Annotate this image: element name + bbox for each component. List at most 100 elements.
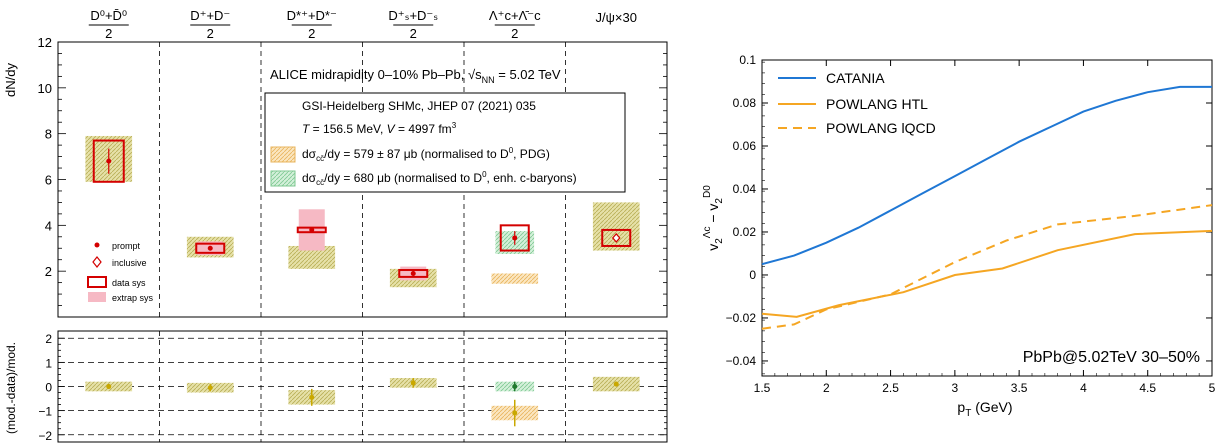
- ratio-marker: [613, 381, 619, 387]
- v2-legend: CATANIA POWLANG HTL POWLANG lQCD: [778, 70, 936, 136]
- v2-y-tick-label: 0: [749, 268, 756, 282]
- category-label-bottom: 2: [105, 26, 112, 41]
- v2-x-tick-label: 1.5: [754, 381, 771, 395]
- y-tick-label: 12: [38, 35, 52, 50]
- ratio-y-label: (mod.-data)/mod.: [4, 342, 18, 434]
- category-label-bottom: 2: [207, 26, 214, 41]
- y-tick-label: 8: [45, 127, 52, 142]
- v2-x-tick-label: 3.5: [1011, 381, 1028, 395]
- band-pdg-label: dσcc̄/dy = 579 ± 87 μb (normalised to D0…: [302, 146, 550, 163]
- data-sys-box: [499, 224, 530, 252]
- ratio-y-tick-label: −2: [38, 429, 52, 443]
- data-legend: prompt inclusive data sys extrap sys: [87, 241, 154, 303]
- v2-x-tick-label: 4.5: [1139, 381, 1156, 395]
- y-tick-label: 2: [45, 264, 52, 279]
- ratio-gridlines: [58, 331, 667, 442]
- data-sys-box: [398, 269, 429, 278]
- ratio-y-tick-label: 1: [45, 356, 52, 370]
- legend-inclusive-label: inclusive: [112, 258, 147, 268]
- ratio-marker: [106, 384, 112, 389]
- model-band-pdg: [288, 245, 336, 269]
- model-band-pdg: [491, 273, 539, 284]
- model-parameters: T = 156.5 MeV, V = 4997 fm3: [302, 121, 457, 136]
- prompt-marker: [309, 227, 315, 233]
- legend-data-sys-marker: [87, 276, 107, 288]
- ratio-marker-cbaryons: [512, 384, 518, 389]
- v2-x-tick-label: 2.5: [882, 381, 899, 395]
- v2-x-tick-label: 3: [952, 381, 959, 395]
- category-label-top: D⁺ₛ+D⁻ₛ: [388, 8, 438, 23]
- ratio-points: [85, 376, 640, 427]
- category-label-top: D⁰+D̄⁰: [90, 8, 127, 23]
- legend-powlang-htl-label: POWLANG HTL: [826, 96, 928, 112]
- data-sys-box: [92, 139, 125, 183]
- v2-annotation: PbPb@5.02TeV 30–50%: [1023, 349, 1200, 366]
- v2-y-tick-label: 0.08: [733, 96, 757, 110]
- prompt-marker: [512, 235, 518, 241]
- v2-series-line: [761, 85, 1212, 266]
- ratio-y-tick-label: 0: [45, 381, 52, 395]
- legend-inclusive-marker: [92, 256, 102, 268]
- legend-data-sys-label: data sys: [112, 278, 146, 288]
- v2-series: [761, 85, 1213, 330]
- ratio-marker: [512, 410, 518, 416]
- category-label-bottom: 2: [410, 26, 417, 41]
- legend-extrap-sys-label: extrap sys: [112, 293, 154, 303]
- ratio-marker: [309, 394, 315, 400]
- y-tick-label: 6: [45, 173, 52, 188]
- category-label-top: Λ⁺c+Λ̄⁻c: [489, 8, 541, 23]
- data-sys-box: [195, 242, 226, 254]
- v2-y-tick-label: −0.04: [726, 354, 757, 368]
- legend-band-pdg: [270, 146, 296, 163]
- ratio-marker: [207, 385, 213, 391]
- data-sys-box: [601, 228, 632, 247]
- y-tick-label: 10: [38, 81, 52, 96]
- main-y-label: dN/dy: [3, 63, 18, 97]
- category-label-bottom: 2: [511, 26, 518, 41]
- v2-x-tick-label: 4: [1080, 381, 1087, 395]
- v2-x-tick-label: 5: [1209, 381, 1216, 395]
- legend-extrap-sys-marker: [88, 292, 106, 302]
- ratio-marker: [410, 380, 416, 386]
- v2-x-label: pT (GeV): [957, 399, 1012, 419]
- ratio-y-axis: −2 −1 0 1 2: [38, 332, 667, 443]
- legend-prompt-marker: [94, 242, 100, 248]
- ratio-y-tick-label: 2: [45, 332, 52, 346]
- ratio-panel: −2 −1 0 1 2 (mod.-data)/mod.: [4, 330, 668, 443]
- category-label-top: D*⁺+D*⁻: [287, 8, 337, 23]
- v2-panel: 1.5 2 2.5 3 3.5 4 4.5 5 −0.04 −0.02 0 0.02 0.04 0.06 0…: [702, 53, 1216, 419]
- model-band-pdg: [592, 202, 640, 251]
- v2-y-tick-label: 0.06: [733, 139, 757, 153]
- v2-y-label: v2Λc − v2D0: [702, 185, 725, 251]
- legend-band-cbaryons: [270, 170, 296, 187]
- category-label-top: D⁺+D⁻: [190, 8, 230, 23]
- v2-y-tick-label: 0.04: [733, 182, 757, 196]
- category-labels: D⁰+D̄⁰ 2 D⁺+D⁻ 2 D*⁺+D*⁻ 2 D⁺ₛ+D⁻ₛ 2 Λ⁺c+Λ̄⁻c 2 J/…: [88, 8, 637, 41]
- legend-prompt-label: prompt: [112, 241, 141, 251]
- v2-y-tick-label: 0.1: [739, 53, 756, 67]
- prompt-marker: [106, 158, 112, 164]
- legend-powlang-lqcd-label: POWLANG lQCD: [826, 120, 936, 136]
- legend-catania-label: CATANIA: [826, 70, 885, 86]
- experiment-title: ALICE midrapidity 0–10% Pb–Pb, √sNN = 5.…: [270, 67, 561, 85]
- main-panel: 2 4 6 8 10 12 D⁰+D̄⁰ 2 D⁺+D⁻ 2 D*⁺+D*⁻ 2 D⁺ₛ+D⁻ₛ 2 Λ⁺…: [3, 8, 668, 318]
- v2-frame: [761, 59, 1213, 377]
- category-label-bottom: 2: [308, 26, 315, 41]
- inclusive-marker: [611, 233, 621, 243]
- model-reference: GSI-Heidelberg SHMc, JHEP 07 (2021) 035: [302, 99, 536, 113]
- main-y-axis: 2 4 6 8 10 12: [38, 35, 667, 318]
- v2-axes: 1.5 2 2.5 3 3.5 4 4.5 5 −0.04 −0.02 0 0.02 0.04 0.06 0…: [726, 53, 1216, 395]
- model-legend-box: [264, 92, 626, 193]
- prompt-marker: [207, 245, 213, 251]
- v2-y-tick-label: 0.02: [733, 225, 757, 239]
- v2-y-tick-label: −0.02: [726, 311, 757, 325]
- v2-x-tick-label: 2: [823, 381, 830, 395]
- category-label-top: J/ψ×30: [596, 10, 637, 25]
- data-points: [92, 139, 632, 281]
- prompt-marker: [410, 270, 416, 276]
- band-cbaryons-label: dσcc̄/dy = 680 μb (normalised to D0, enh…: [302, 170, 577, 187]
- y-tick-label: 4: [45, 218, 52, 233]
- v2-series-line: [761, 204, 1213, 330]
- v2-series-line: [761, 229, 1213, 318]
